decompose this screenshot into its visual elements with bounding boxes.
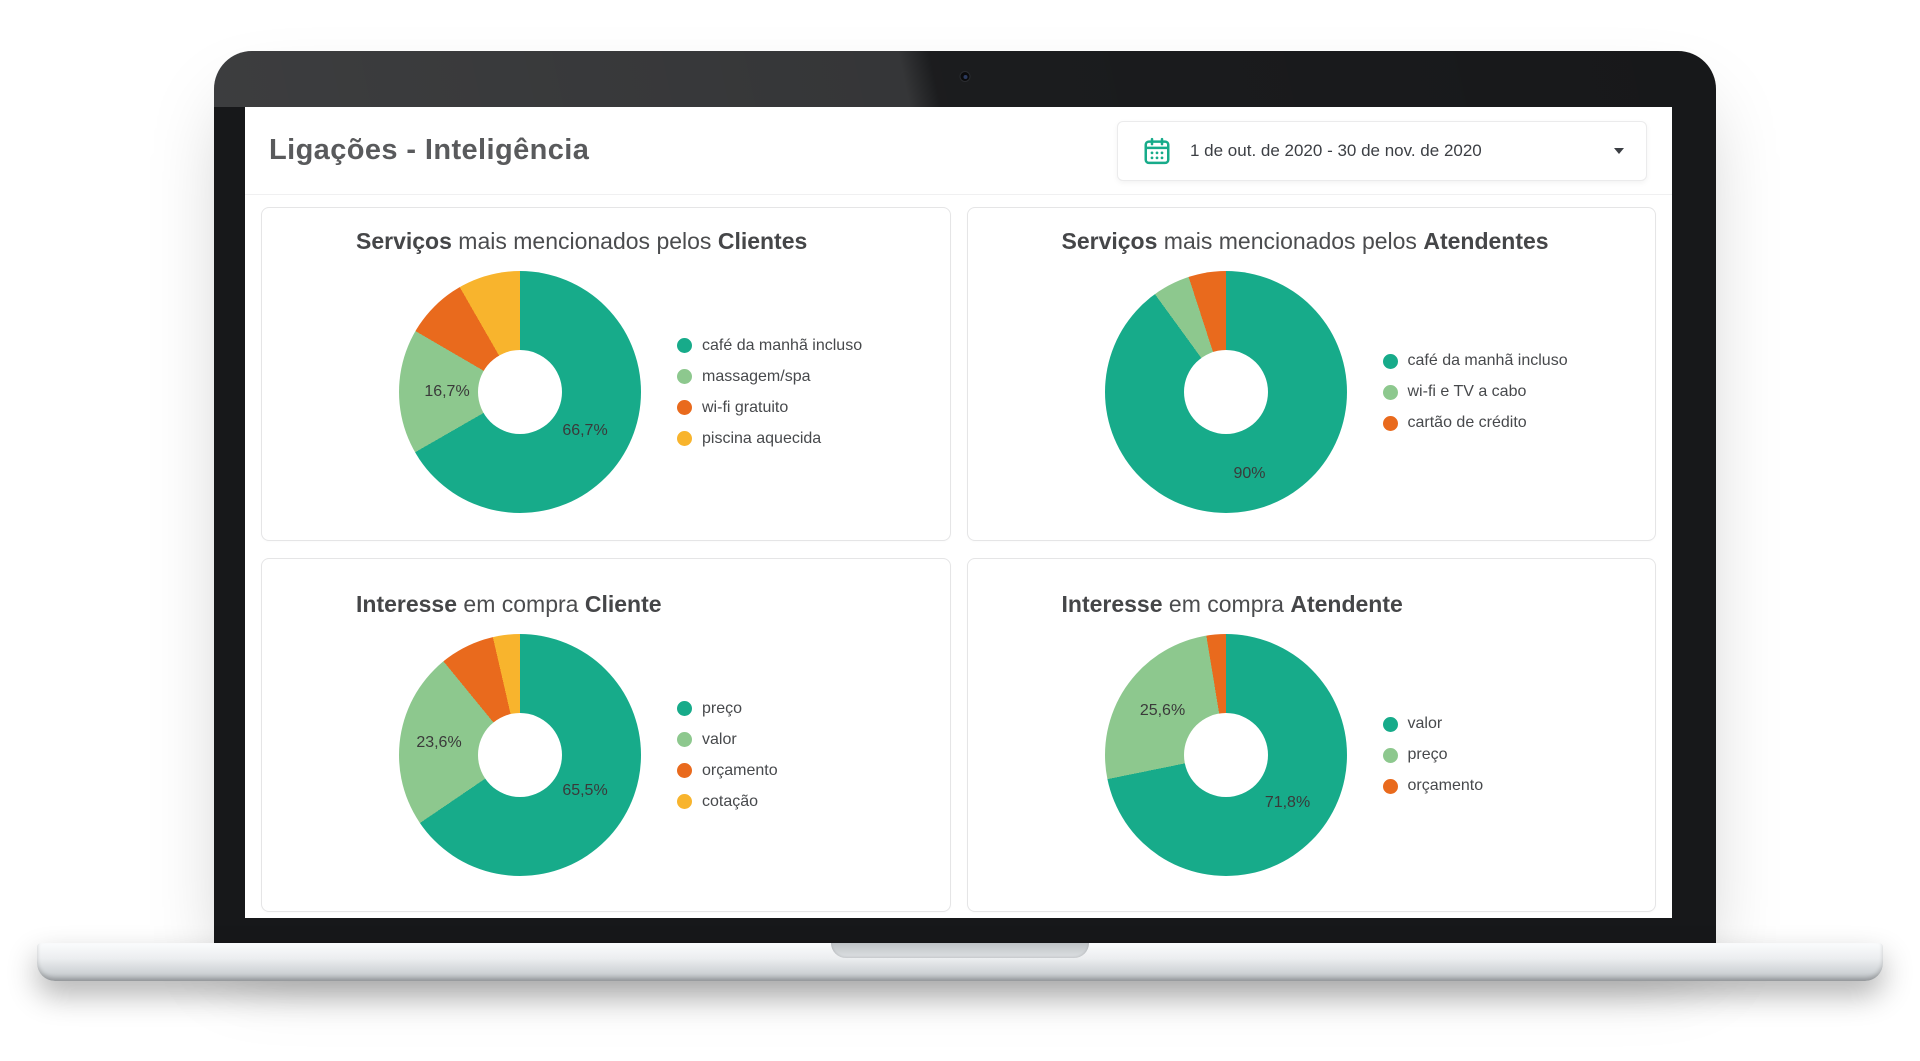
chart-title: Serviços mais mencionados pelos Atendent…: [1062, 228, 1636, 255]
chart-card-servicos-atendentes: Serviços mais mencionados pelos Atendent…: [966, 207, 1656, 541]
legend-item[interactable]: massagem/spa: [677, 368, 862, 386]
calendar-icon: [1144, 137, 1170, 164]
legend-label: valor: [1407, 715, 1443, 732]
legend-label: cartão de crédito: [1407, 414, 1527, 431]
chart-area: 65,5% 23,6% preço valor orçamento cotação: [399, 634, 950, 876]
chart-title-bold: Atendentes: [1423, 228, 1549, 254]
legend-item[interactable]: cotação: [677, 793, 778, 811]
chart-legend: café da manhã incluso massagem/spa wi-fi g…: [677, 337, 862, 448]
slice-label: 65,5%: [562, 782, 608, 799]
legend-label: wi-fi e TV a cabo: [1407, 383, 1527, 400]
webcam-icon: [959, 71, 971, 82]
chart-title: Serviços mais mencionados pelos Clientes: [356, 228, 930, 255]
legend-item[interactable]: preço: [1382, 746, 1484, 764]
donut-hole: [478, 713, 562, 797]
slice-label: 16,7%: [424, 383, 470, 400]
chart-legend: valor preço orçamento: [1382, 715, 1484, 795]
legend-item[interactable]: wi-fi e TV a cabo: [1382, 383, 1568, 401]
laptop-base-notch: [831, 943, 1089, 958]
chart-title-bold: Clientes: [717, 228, 808, 254]
donut-hole: [1183, 713, 1268, 797]
legend-label: preço: [702, 699, 743, 717]
legend-color-dot: [1382, 415, 1398, 431]
chart-title: Interesse em compra Atendente: [1062, 591, 1636, 618]
chart-title-text: mais mencionados pelos: [451, 228, 718, 254]
dashboard-header: Ligações - Inteligência 1 de out. de 202…: [245, 107, 1672, 195]
webcam-lens: [963, 75, 968, 79]
chart-title-bold: Interesse: [1061, 591, 1163, 617]
date-range-picker[interactable]: 1 de out. de 2020 - 30 de nov. de 2020: [1117, 120, 1647, 181]
legend-label: cotação: [702, 792, 759, 810]
legend-label: café da manhã incluso: [702, 336, 863, 354]
slice-label: 90%: [1233, 465, 1266, 482]
laptop-bezel: Ligações - Inteligência 1 de out. de 202…: [214, 51, 1716, 943]
legend-item[interactable]: orçamento: [677, 762, 778, 780]
donut-hole: [1183, 350, 1268, 434]
legend-item[interactable]: preço: [677, 700, 778, 718]
legend-color-dot: [677, 701, 692, 716]
legend-color-dot: [1382, 716, 1398, 732]
chart-title-text: mais mencionados pelos: [1157, 228, 1424, 254]
legend-item[interactable]: orçamento: [1382, 777, 1484, 795]
chevron-down-icon: [1614, 147, 1624, 154]
legend-color-dot: [677, 794, 692, 809]
chart-legend: preço valor orçamento cotação: [677, 700, 778, 811]
slice-label: 66,7%: [562, 422, 608, 439]
legend-item[interactable]: valor: [1382, 715, 1484, 733]
chart-title-bold: Cliente: [584, 591, 662, 617]
chart-card-servicos-clientes: Serviços mais mencionados pelos Clientes…: [261, 207, 951, 541]
legend-label: preço: [1407, 746, 1448, 763]
page-title: Ligações - Inteligência: [269, 134, 590, 166]
chart-title: Interesse em compra Cliente: [356, 591, 930, 618]
slice-label: 23,6%: [416, 734, 462, 751]
legend-color-dot: [677, 338, 692, 353]
legend-label: wi-fi gratuito: [702, 398, 789, 416]
legend-item[interactable]: cartão de crédito: [1382, 414, 1568, 432]
laptop-screen: Ligações - Inteligência 1 de out. de 202…: [245, 107, 1672, 918]
laptop-base: [37, 943, 1883, 981]
legend-label: café da manhã incluso: [1407, 352, 1568, 369]
legend-item[interactable]: café da manhã incluso: [1382, 352, 1568, 370]
legend-label: orçamento: [1407, 777, 1484, 794]
slice-label: 71,8%: [1264, 794, 1311, 811]
slice-label: 25,6%: [1139, 702, 1186, 719]
chart-area: 71,8% 25,6% valor preço orçamento: [1104, 634, 1656, 876]
legend-color-dot: [1382, 778, 1398, 794]
date-range-value: 1 de out. de 2020 - 30 de nov. de 2020: [1190, 140, 1482, 160]
legend-color-dot: [677, 400, 692, 415]
legend-item[interactable]: café da manhã incluso: [677, 337, 862, 355]
donut-chart: 65,5% 23,6%: [399, 634, 641, 876]
chart-card-interesse-atendente: Interesse em compra Atendente 71,8% 25,6…: [966, 558, 1656, 912]
legend-label: piscina aquecida: [702, 429, 822, 447]
chart-title-bold: Serviços: [1061, 228, 1158, 254]
legend-item[interactable]: valor: [677, 731, 778, 749]
donut-chart: 71,8% 25,6%: [1104, 634, 1347, 876]
chart-legend: café da manhã incluso wi-fi e TV a cabo ca…: [1382, 352, 1568, 432]
legend-item[interactable]: piscina aquecida: [677, 430, 862, 448]
legend-color-dot: [1382, 384, 1398, 400]
legend-color-dot: [677, 431, 692, 446]
donut-hole: [478, 350, 562, 434]
charts-grid: Serviços mais mencionados pelos Clientes…: [261, 207, 1656, 912]
chart-area: 66,7% 16,7% café da manhã incluso massage…: [399, 271, 950, 513]
chart-title-text: em compra: [1162, 591, 1291, 617]
donut-chart: 66,7% 16,7%: [399, 271, 641, 513]
chart-title-bold: Interesse: [356, 591, 458, 617]
legend-label: massagem/spa: [702, 367, 811, 385]
chart-title-bold: Serviços: [356, 228, 452, 254]
legend-color-dot: [1382, 747, 1398, 763]
chart-title-bold: Atendente: [1290, 591, 1403, 617]
chart-area: 90% café da manhã incluso wi-fi e TV a ca…: [1104, 271, 1656, 513]
legend-item[interactable]: wi-fi gratuito: [677, 399, 862, 417]
legend-color-dot: [1382, 353, 1398, 369]
donut-chart: 90%: [1104, 271, 1347, 513]
legend-label: orçamento: [702, 761, 778, 779]
chart-card-interesse-cliente: Interesse em compra Cliente 65,5% 23,6% …: [261, 558, 951, 912]
legend-color-dot: [677, 732, 692, 747]
legend-color-dot: [677, 369, 692, 384]
legend-label: valor: [702, 730, 737, 748]
legend-color-dot: [677, 763, 692, 778]
chart-title-text: em compra: [457, 591, 585, 617]
